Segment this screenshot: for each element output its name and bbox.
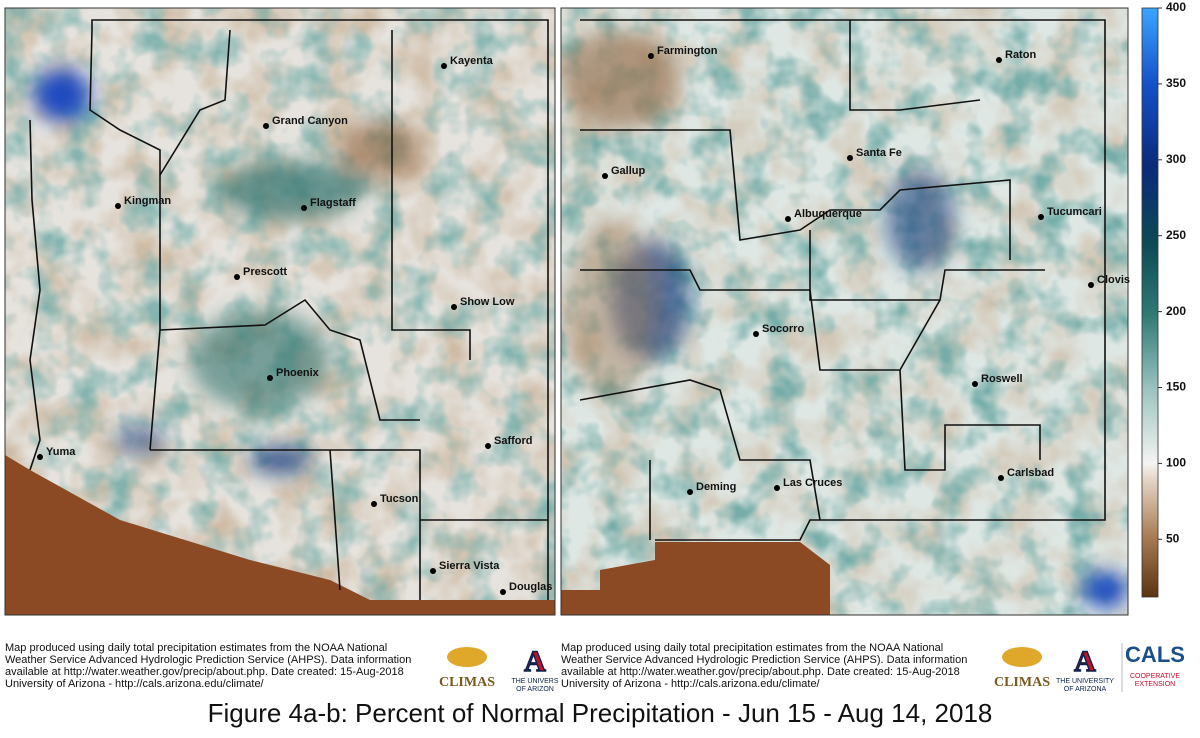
city-label: Kingman xyxy=(124,195,171,207)
colorbar-tick-label: 300 xyxy=(1166,152,1186,166)
footnote: Weather Service Advanced Hydrologic Pred… xyxy=(5,654,411,666)
map-arizona xyxy=(5,8,555,615)
climas-icon xyxy=(447,647,487,667)
map-new-mexico xyxy=(561,8,1128,615)
city-dot xyxy=(1038,214,1044,220)
city-dot xyxy=(1088,282,1094,288)
city-dot xyxy=(430,568,436,574)
ua-logo: A xyxy=(524,645,546,678)
county-borders-nm xyxy=(579,19,1106,541)
logo-text: THE UNIVERSITY xyxy=(1056,678,1114,685)
city-dot xyxy=(648,53,654,59)
city-label: Kayenta xyxy=(450,55,494,67)
climas-icon xyxy=(1002,647,1042,667)
city-label: Show Low xyxy=(460,296,515,308)
logo-text: OF ARIZON xyxy=(516,686,554,693)
city-dot xyxy=(996,57,1002,63)
city-label: Roswell xyxy=(981,373,1023,385)
city-dot xyxy=(500,589,506,595)
city-dot xyxy=(371,501,377,507)
logo-text: OF ARIZONA xyxy=(1064,686,1107,693)
logo-text: COOPERATIVE xyxy=(1130,673,1180,680)
colorbar-tick-label: 400 xyxy=(1166,0,1186,14)
city-label: Grand Canyon xyxy=(272,115,348,127)
logo-text: CLIMAS xyxy=(994,675,1050,690)
city-label: Deming xyxy=(696,481,736,493)
colorbar-tick-label: 100 xyxy=(1166,456,1186,470)
city-dot xyxy=(847,155,853,161)
footnote: available at http://water.weather.gov/pr… xyxy=(5,666,404,678)
city-dot xyxy=(263,123,269,129)
city-label: Flagstaff xyxy=(310,197,356,209)
colorbar-tick-label: 150 xyxy=(1166,380,1186,394)
city-dot xyxy=(234,274,240,280)
city-label: Clovis xyxy=(1097,274,1130,286)
footnote: Map produced using daily total precipita… xyxy=(561,642,943,654)
colorbar-tick-label: 350 xyxy=(1166,76,1186,90)
city-dot xyxy=(687,489,693,495)
city-dot xyxy=(451,304,457,310)
city-label: Sierra Vista xyxy=(439,560,500,572)
colorbar-tick-label: 200 xyxy=(1166,304,1186,318)
logo-text: THE UNIVERS xyxy=(511,678,558,685)
city-dot xyxy=(267,375,273,381)
city-dot xyxy=(301,205,307,211)
colorbar-tick-label: 250 xyxy=(1166,228,1186,242)
county-borders xyxy=(29,19,549,600)
city-dot xyxy=(972,381,978,387)
logo-text: CALS xyxy=(1125,642,1185,667)
city-label: Gallup xyxy=(611,165,646,177)
colorbar xyxy=(1141,7,1159,598)
city-dot xyxy=(37,454,43,460)
footnote: Map produced using daily total precipita… xyxy=(5,642,387,654)
logos-right: CLIMAS A THE UNIVERSITY OF ARIZONA CALS … xyxy=(994,642,1185,693)
city-label: Las Cruces xyxy=(783,477,842,489)
city-label: Socorro xyxy=(762,323,804,335)
city-dot xyxy=(785,216,791,222)
colorbar-tick-label: 50 xyxy=(1166,531,1180,545)
logo-text: CLIMAS xyxy=(439,675,495,690)
map-frame xyxy=(4,7,556,616)
caption: Figure 4a-b: Percent of Normal Precipita… xyxy=(208,698,993,728)
city-label: Douglas xyxy=(509,581,552,593)
city-dot xyxy=(774,485,780,491)
city-label: Yuma xyxy=(46,446,76,458)
city-label: Santa Fe xyxy=(856,147,902,159)
city-dot xyxy=(753,331,759,337)
city-label: Tucumcari xyxy=(1047,206,1102,218)
city-dot xyxy=(485,443,491,449)
footnote: University of Arizona - http://cals.ariz… xyxy=(5,678,265,690)
city-dot xyxy=(441,63,447,69)
ua-logo: A xyxy=(1074,645,1096,678)
city-dot xyxy=(998,475,1004,481)
map-frame-nm xyxy=(560,7,1129,616)
city-dot xyxy=(115,203,121,209)
city-dot xyxy=(602,173,608,179)
logos-left: CLIMAS A THE UNIVERS OF ARIZON xyxy=(439,644,559,693)
footnote: University of Arizona - http://cals.ariz… xyxy=(561,678,821,690)
footnote: Weather Service Advanced Hydrologic Pred… xyxy=(561,654,967,666)
footnote: available at http://water.weather.gov/pr… xyxy=(561,666,960,678)
city-label: Tucson xyxy=(380,493,419,505)
city-label: Prescott xyxy=(243,266,287,278)
city-label: Phoenix xyxy=(276,367,320,379)
city-label: Raton xyxy=(1005,49,1036,61)
logo-text: EXTENSION xyxy=(1135,681,1175,688)
city-label: Farmington xyxy=(657,45,718,57)
city-label: Carlsbad xyxy=(1007,467,1054,479)
city-label: Albuquerque xyxy=(794,208,862,220)
city-label: Safford xyxy=(494,435,533,447)
